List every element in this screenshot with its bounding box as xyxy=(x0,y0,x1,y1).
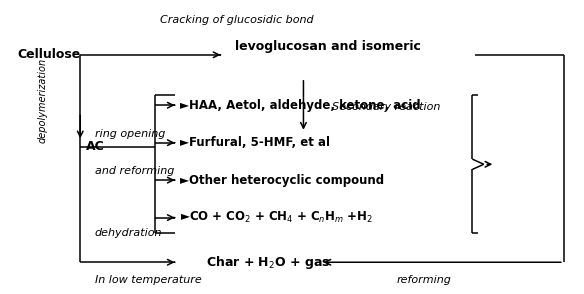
Text: AC: AC xyxy=(86,141,105,153)
Text: Cracking of glucosidic bond: Cracking of glucosidic bond xyxy=(161,15,314,25)
Text: ►CO + CO$_2$ + CH$_4$ + C$_n$H$_m$ +H$_2$: ►CO + CO$_2$ + CH$_4$ + C$_n$H$_m$ +H$_2… xyxy=(180,210,374,225)
Text: Secondary reaction: Secondary reaction xyxy=(332,102,440,112)
Text: reforming: reforming xyxy=(396,275,451,285)
Text: In low temperature: In low temperature xyxy=(95,275,201,285)
Text: Cellulose: Cellulose xyxy=(18,48,81,61)
Text: Char + H$_2$O + gas: Char + H$_2$O + gas xyxy=(206,254,331,271)
Text: ►Other heterocyclic compound: ►Other heterocyclic compound xyxy=(180,174,384,187)
Text: and reforming: and reforming xyxy=(95,166,174,176)
Text: levoglucosan and isomeric: levoglucosan and isomeric xyxy=(235,40,420,53)
Text: ►HAA, Aetol, aldehyde, ketone, acid: ►HAA, Aetol, aldehyde, ketone, acid xyxy=(180,99,421,112)
Text: dehydration: dehydration xyxy=(95,228,162,238)
Text: depolymerization: depolymerization xyxy=(38,58,48,143)
Text: ►Furfural, 5-HMF, et al: ►Furfural, 5-HMF, et al xyxy=(180,136,331,149)
Text: ring opening: ring opening xyxy=(95,129,165,139)
